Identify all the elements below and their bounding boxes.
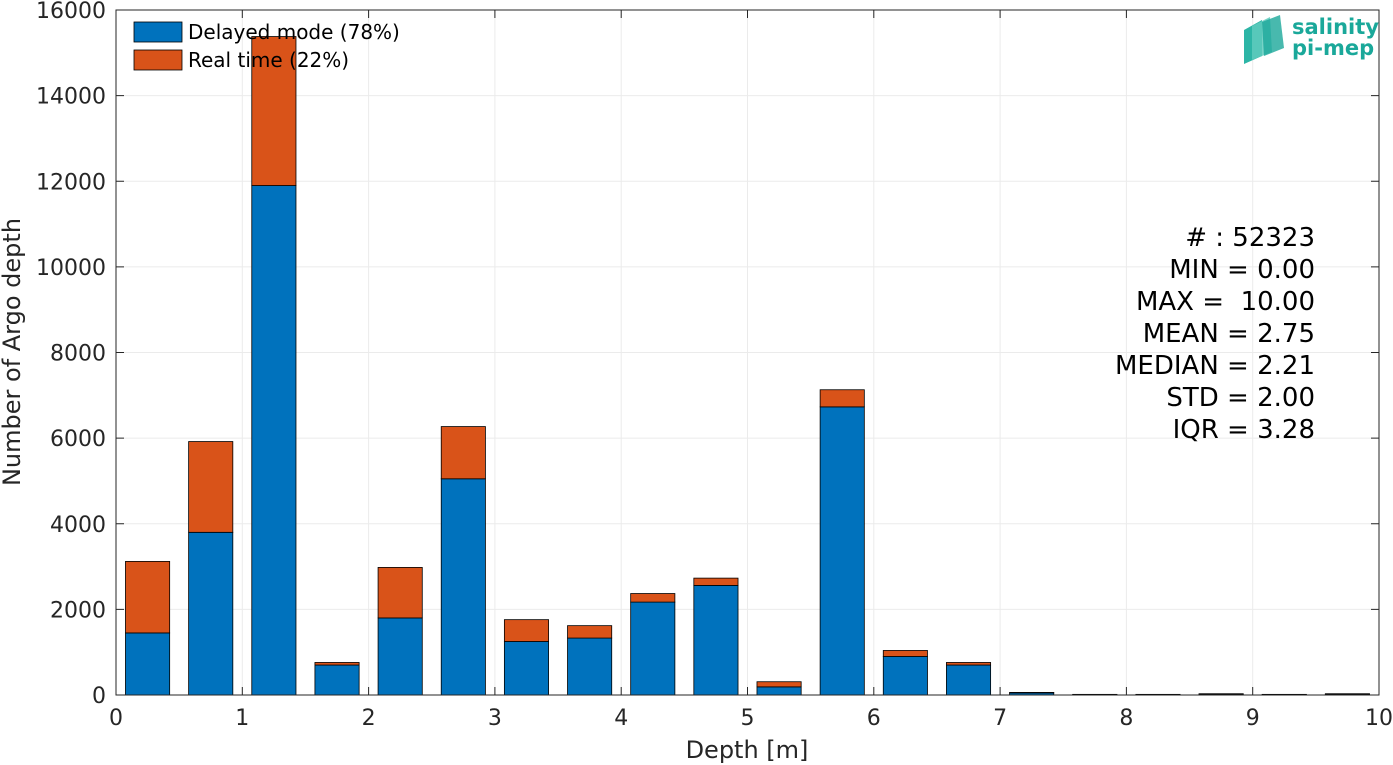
bar-real-time — [125, 561, 171, 634]
bar-delayed-mode — [567, 637, 613, 696]
bar-delayed-mode — [946, 664, 992, 696]
x-tick-label: 1 — [235, 706, 249, 731]
legend-label: Real time (22%) — [188, 48, 349, 72]
logo-mark-icon — [1244, 15, 1284, 64]
bar-delayed-mode — [188, 531, 234, 696]
bar-real-time — [251, 36, 297, 186]
bar-delayed-mode — [756, 686, 802, 696]
bar-delayed-mode — [882, 656, 928, 696]
x-tick-label: 2 — [362, 706, 376, 731]
y-axis-label: Number of Argo depth — [0, 218, 26, 486]
bar-real-time — [377, 567, 423, 619]
bar-delayed-mode — [440, 478, 486, 696]
x-tick-label: 8 — [1119, 706, 1133, 731]
y-tick-label: 10000 — [36, 256, 106, 281]
logo-line-2: pi-mep — [1292, 36, 1374, 60]
bar-delayed-mode — [503, 641, 549, 696]
bar-delayed-mode — [314, 664, 360, 696]
bar-real-time — [819, 389, 865, 408]
bars-layer — [125, 36, 1370, 696]
y-tick-label: 0 — [92, 684, 106, 709]
stats-line: MEAN = 2.75 — [1143, 319, 1315, 349]
x-tick-label: 10 — [1365, 706, 1393, 731]
stats-line: STD = 2.00 — [1166, 383, 1315, 413]
bar-real-time — [314, 662, 360, 666]
x-tick-label: 5 — [741, 706, 755, 731]
bar-delayed-mode — [819, 406, 865, 696]
legend-label: Delayed mode (78%) — [188, 20, 400, 44]
bar-delayed-mode — [630, 601, 676, 696]
stats-line: MIN = 0.00 — [1169, 255, 1315, 285]
bar-real-time — [1324, 693, 1370, 695]
bar-delayed-mode — [377, 617, 423, 696]
x-tick-label: 6 — [867, 706, 881, 731]
bar-real-time — [946, 662, 992, 666]
x-axis-label: Depth [m] — [686, 736, 809, 764]
bar-delayed-mode — [693, 585, 739, 696]
y-tick-label: 2000 — [50, 598, 106, 623]
legend: Delayed mode (78%) Real time (22%) — [133, 20, 400, 72]
bar-real-time — [567, 625, 613, 639]
salinity-pi-mep-logo: salinity pi-mep — [1244, 15, 1379, 64]
x-tick-label: 3 — [488, 706, 502, 731]
x-tick-label: 7 — [993, 706, 1007, 731]
stats-line: MAX = 10.00 — [1136, 287, 1315, 317]
y-tick-label: 4000 — [50, 513, 106, 538]
bar-real-time — [1198, 693, 1244, 695]
stats-line: MEDIAN = 2.21 — [1115, 351, 1315, 381]
bar-real-time — [693, 577, 739, 586]
x-tick-label: 4 — [614, 706, 628, 731]
y-tick-label: 12000 — [36, 170, 106, 195]
legend-swatch — [133, 49, 183, 71]
stats-line: IQR = 3.28 — [1173, 415, 1315, 445]
y-tick-label: 14000 — [36, 85, 106, 110]
logo-line-1: salinity — [1292, 15, 1379, 39]
x-tick-label: 9 — [1246, 706, 1260, 731]
bar-delayed-mode — [251, 185, 297, 696]
x-tick-label: 0 — [109, 706, 123, 731]
ticks-layer: 0 1 2 3 4 5 6 7 8 9 10 0 2000 4000 6000 8000 10000 12000 1… — [36, 0, 1393, 731]
bar-real-time — [756, 681, 802, 688]
stats-line: # : 52323 — [1185, 223, 1315, 253]
bar-real-time — [188, 441, 234, 533]
bar-real-time — [882, 650, 928, 657]
y-tick-label: 16000 — [36, 0, 106, 24]
legend-swatch — [133, 21, 183, 43]
bar-real-time — [503, 619, 549, 642]
y-tick-label: 8000 — [50, 342, 106, 367]
bar-delayed-mode — [125, 632, 171, 696]
bar-real-time — [1009, 692, 1055, 694]
y-tick-label: 6000 — [50, 427, 106, 452]
bar-real-time — [630, 593, 676, 603]
bar-real-time — [440, 426, 486, 480]
